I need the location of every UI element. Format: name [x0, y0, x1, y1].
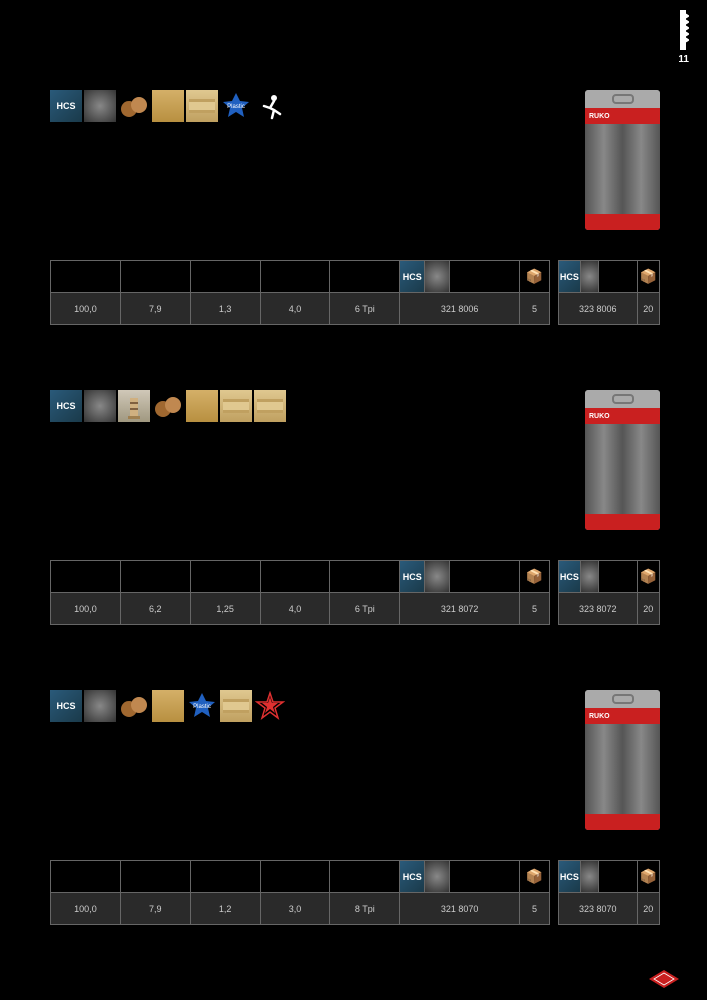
- package-icon: 📦: [640, 568, 657, 584]
- product-pack-image: RUKO: [585, 90, 660, 230]
- product-pack-image: RUKO: [585, 390, 660, 530]
- spec-table-main: HCS 📦 100,0 7,9 1,3 4,0 6 Tpi 321 8006 5: [50, 260, 550, 325]
- metal-icon: [84, 90, 116, 122]
- metal-mini-icon: [425, 561, 449, 592]
- cell-qty: 5: [519, 593, 549, 625]
- cell-partno-bulk: 323 8072: [559, 593, 638, 625]
- particleboard-icon: [152, 90, 184, 122]
- brand-label: RUKO: [585, 408, 660, 424]
- product-pack-image: RUKO: [585, 690, 660, 830]
- cell-thickness: 1,3: [190, 293, 260, 325]
- product-section: HCSPlastic RUKO HCS 📦 100,0 7,9 1,2: [50, 690, 660, 722]
- spec-table-main: HCS 📦 100,0 7,9 1,2 3,0 8 Tpi 321 8070 5: [50, 860, 550, 925]
- hcs-mini-icon: HCS: [559, 261, 580, 292]
- cell-thickness: 1,25: [190, 593, 260, 625]
- package-icon: 📦: [526, 568, 543, 584]
- material-icon-row: HCS: [50, 390, 660, 422]
- wood-icon: [118, 90, 150, 122]
- construction-icon: [118, 390, 150, 422]
- hcs-mini-icon: HCS: [400, 561, 424, 592]
- plastic-icon: Plastic: [220, 90, 252, 122]
- metal-mini-icon: [581, 561, 599, 592]
- plastic-icon: Plastic: [186, 690, 218, 722]
- spec-tables-row: HCS 📦 100,0 7,9 1,3 4,0 6 Tpi 321 8006 5: [50, 260, 660, 325]
- spec-tables-row: HCS 📦 100,0 6,2 1,25 4,0 6 Tpi 321 8072 …: [50, 560, 660, 625]
- cell-partno-bulk: 323 8070: [559, 893, 638, 925]
- spec-table-side: HCS 📦 323 8072 20: [558, 560, 660, 625]
- plywood-icon: [254, 390, 286, 422]
- product-section: HCSPlastic RUKO HCS 📦 100,0 7,9 1,3: [50, 90, 660, 122]
- metal-icon: [84, 390, 116, 422]
- particleboard-icon: [152, 690, 184, 722]
- package-icon: 📦: [640, 268, 657, 284]
- cell-tpi: 8 Tpi: [330, 893, 400, 925]
- cell-qty-bulk: 20: [637, 593, 659, 625]
- hcs-mini-icon: HCS: [400, 261, 424, 292]
- table-row: 100,0 7,9 1,3 4,0 6 Tpi 321 8006 5: [51, 293, 550, 325]
- metal-mini-icon: [581, 861, 599, 892]
- metal-mini-icon: [425, 861, 449, 892]
- table-row: 323 8070 20: [559, 893, 660, 925]
- spec-table-side: HCS 📦 323 8006 20: [558, 260, 660, 325]
- package-icon: 📦: [526, 868, 543, 884]
- cell-partno-bulk: 323 8006: [559, 293, 638, 325]
- hcs-mini-icon: HCS: [559, 561, 580, 592]
- cell-pitch: 4,0: [260, 293, 330, 325]
- material-icon-row: HCS Plastic: [50, 690, 660, 722]
- package-icon: 📦: [640, 868, 657, 884]
- product-section: HCS RUKO HCS 📦 100,0 6,2 1,25: [50, 390, 660, 422]
- hcs-badge-icon: HCS: [50, 90, 82, 122]
- spec-table-side: HCS 📦 323 8070 20: [558, 860, 660, 925]
- cell-length: 100,0: [51, 593, 121, 625]
- cell-partno: 321 8006: [400, 293, 520, 325]
- brand-logo-icon: [649, 970, 679, 988]
- spec-tables-row: HCS 📦 100,0 7,9 1,2 3,0 8 Tpi 321 8070 5: [50, 860, 660, 925]
- page-number: 11: [678, 54, 689, 65]
- brand-label: RUKO: [585, 708, 660, 724]
- hcs-mini-icon: HCS: [559, 861, 580, 892]
- package-icon: 📦: [526, 268, 543, 284]
- cell-pitch: 3,0: [260, 893, 330, 925]
- speed-icon: [254, 90, 286, 122]
- cell-qty: 5: [519, 893, 549, 925]
- cell-qty: 5: [519, 293, 549, 325]
- plywood-icon: [220, 690, 252, 722]
- cell-tpi: 6 Tpi: [330, 293, 400, 325]
- cell-tpi: 6 Tpi: [330, 593, 400, 625]
- cell-length: 100,0: [51, 893, 121, 925]
- particleboard-icon: [186, 390, 218, 422]
- metal-icon: [84, 690, 116, 722]
- cell-length: 100,0: [51, 293, 121, 325]
- hcs-mini-icon: HCS: [400, 861, 424, 892]
- cell-width: 7,9: [120, 893, 190, 925]
- spec-table-main: HCS 📦 100,0 6,2 1,25 4,0 6 Tpi 321 8072 …: [50, 560, 550, 625]
- wood-icon: [152, 390, 184, 422]
- cell-width: 6,2: [120, 593, 190, 625]
- wood-icon: [118, 690, 150, 722]
- table-row: 323 8006 20: [559, 293, 660, 325]
- best-star-icon: [254, 690, 286, 722]
- svg-text:Plastic: Plastic: [227, 104, 245, 110]
- table-row: 100,0 6,2 1,25 4,0 6 Tpi 321 8072 5: [51, 593, 550, 625]
- material-icon-row: HCS Plastic: [50, 90, 660, 122]
- table-row: 323 8072 20: [559, 593, 660, 625]
- plywood-icon: [220, 390, 252, 422]
- cell-thickness: 1,2: [190, 893, 260, 925]
- table-row: 100,0 7,9 1,2 3,0 8 Tpi 321 8070 5: [51, 893, 550, 925]
- brand-label: RUKO: [585, 108, 660, 124]
- cell-pitch: 4,0: [260, 593, 330, 625]
- plywood-icon: [186, 90, 218, 122]
- metal-mini-icon: [581, 261, 599, 292]
- cell-qty-bulk: 20: [637, 893, 659, 925]
- cell-qty-bulk: 20: [637, 293, 659, 325]
- cell-partno: 321 8072: [400, 593, 520, 625]
- page-blade-icon: [677, 10, 689, 50]
- svg-text:Plastic: Plastic: [193, 704, 211, 710]
- hcs-badge-icon: HCS: [50, 390, 82, 422]
- cell-width: 7,9: [120, 293, 190, 325]
- hcs-badge-icon: HCS: [50, 690, 82, 722]
- metal-mini-icon: [425, 261, 449, 292]
- cell-partno: 321 8070: [400, 893, 520, 925]
